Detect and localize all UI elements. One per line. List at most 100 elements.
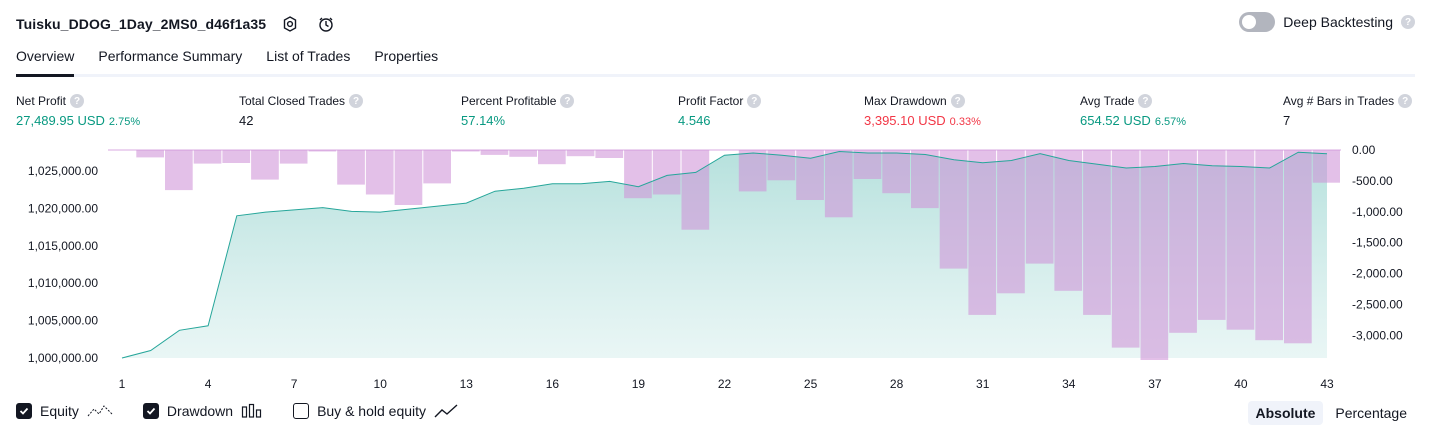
- drawdown-checkbox[interactable]: [142, 403, 159, 419]
- info-icon[interactable]: ?: [1138, 94, 1153, 108]
- metric-label: Max Drawdown: [864, 94, 947, 108]
- drawdown-bar: [824, 150, 853, 218]
- x-axis-tick-label: 43: [1320, 377, 1334, 391]
- drawdown-bar: [1111, 150, 1140, 348]
- x-axis-tick-label: 40: [1234, 377, 1248, 391]
- metric-percent: 6.57%: [1154, 116, 1187, 128]
- right-axis-tick-label: -2,500.00: [1352, 297, 1403, 311]
- metric-label: Total Closed Trades: [239, 94, 346, 108]
- x-axis-tick-label: 19: [632, 377, 646, 391]
- drawdown-bar: [1284, 150, 1312, 344]
- mode-percentage-button[interactable]: Percentage: [1335, 405, 1407, 421]
- toggle-knob: [1242, 15, 1257, 29]
- drawdown-bar: [1169, 150, 1197, 333]
- info-icon[interactable]: ?: [950, 94, 965, 108]
- tab-properties[interactable]: Properties: [374, 48, 439, 64]
- chart-legend: Equity Drawdown Buy & hold equity: [16, 403, 488, 419]
- drawdown-bar: [480, 150, 509, 155]
- x-axis-tick-label: 16: [546, 377, 560, 391]
- metric-value: 42: [239, 113, 254, 128]
- drawdown-bar: [451, 150, 480, 152]
- metric-value: 27,489.95 USD: [16, 113, 105, 128]
- metric-label: Avg # Bars in Trades: [1283, 94, 1395, 108]
- metric-profit-factor: Profit Factor? 4.546: [678, 92, 762, 128]
- drawdown-bar: [1312, 150, 1340, 183]
- drawdown-bar: [681, 150, 710, 230]
- metric-value: 654.52 USD: [1080, 113, 1151, 128]
- legend-equity[interactable]: Equity: [16, 403, 113, 419]
- drawdown-bar: [394, 150, 423, 205]
- drawdown-bar: [911, 150, 939, 209]
- drawdown-bar: [337, 150, 365, 185]
- drawdown-bar: [1226, 150, 1255, 330]
- right-axis-tick-label: -500.00: [1352, 174, 1393, 188]
- source-code-icon[interactable]: [314, 12, 338, 36]
- metric-avg-trade: Avg Trade? 654.52 USD 6.57%: [1080, 92, 1186, 128]
- drawdown-bar: [1255, 150, 1283, 341]
- drawdown-bars-icon: [241, 403, 262, 418]
- drawdown-bar: [423, 150, 451, 184]
- settings-gear-icon[interactable]: [278, 12, 302, 36]
- metric-max-drawdown: Max Drawdown? 3,395.10 USD 0.33%: [864, 92, 981, 128]
- metric-total-closed-trades: Total Closed Trades? 42: [239, 92, 364, 128]
- metric-value: 3,395.10 USD: [864, 113, 946, 128]
- metric-net-profit: Net Profit? 27,489.95 USD 2.75%: [16, 92, 140, 128]
- drawdown-bar: [566, 150, 595, 157]
- drawdown-bar: [193, 150, 222, 164]
- strategy-header: Tuisku_DDOG_1Day_2MS0_d46f1a35: [16, 10, 338, 38]
- x-axis-tick-label: 31: [976, 377, 990, 391]
- strategy-name: Tuisku_DDOG_1Day_2MS0_d46f1a35: [16, 16, 267, 32]
- drawdown-bar: [882, 150, 910, 194]
- tab-overview[interactable]: Overview: [16, 44, 75, 77]
- right-axis-tick-label: -2,000.00: [1352, 267, 1403, 281]
- drawdown-bar: [279, 150, 308, 164]
- drawdown-bar: [939, 150, 968, 269]
- metric-label: Net Profit: [16, 94, 67, 108]
- x-axis-tick-label: 28: [890, 377, 904, 391]
- tab-list-of-trades[interactable]: List of Trades: [266, 48, 351, 64]
- equity-area: [122, 151, 1327, 358]
- x-axis-tick-label: 10: [374, 377, 388, 391]
- drawdown-bar: [538, 150, 566, 165]
- equity-checkbox[interactable]: [16, 403, 32, 419]
- info-icon[interactable]: ?: [1398, 94, 1413, 108]
- metric-label: Profit Factor: [678, 94, 744, 108]
- drawdown-bar: [853, 150, 882, 179]
- drawdown-bar: [738, 150, 767, 192]
- buy-hold-checkbox[interactable]: [293, 403, 310, 419]
- info-icon[interactable]: ?: [747, 94, 762, 108]
- legend-drawdown[interactable]: Drawdown: [142, 403, 263, 419]
- drawdown-bar: [1054, 150, 1083, 291]
- info-icon[interactable]: ?: [560, 94, 575, 108]
- legend-equity-label: Equity: [40, 403, 79, 419]
- right-axis-tick-label: -1,500.00: [1352, 236, 1403, 250]
- deep-backtesting-toggle[interactable]: [1239, 12, 1276, 32]
- drawdown-bar: [1083, 150, 1111, 315]
- info-icon[interactable]: ?: [349, 94, 364, 108]
- mode-absolute-button[interactable]: Absolute: [1247, 401, 1324, 425]
- help-icon[interactable]: ?: [1401, 15, 1415, 29]
- right-axis-tick-label: -1,000.00: [1352, 205, 1403, 219]
- metric-percent: 0.33%: [949, 116, 981, 128]
- x-axis-tick-label: 1: [119, 377, 126, 391]
- metric-value: 7: [1283, 113, 1291, 128]
- tab-performance-summary[interactable]: Performance Summary: [98, 48, 243, 64]
- drawdown-bar: [136, 150, 164, 158]
- equity-drawdown-chart[interactable]: 1,000,000.00 1,005,000.00 1,010,000.00 1,01…: [0, 140, 1431, 395]
- left-axis-tick-label: 1,015,000.00: [28, 239, 98, 253]
- right-axis-tick-label: 0.00: [1352, 143, 1376, 157]
- metric-percent-profitable: Percent Profitable? 57.14%: [461, 92, 575, 128]
- drawdown-bar: [997, 150, 1025, 294]
- info-icon[interactable]: ?: [70, 94, 85, 108]
- right-axis-tick-label: -3,000.00: [1352, 328, 1403, 342]
- legend-buy-hold[interactable]: Buy & hold equity: [293, 403, 458, 419]
- left-axis-tick-label: 1,020,000.00: [28, 201, 98, 215]
- drawdown-bar: [595, 150, 624, 158]
- value-mode-switch: Absolute Percentage: [1247, 401, 1416, 425]
- x-axis-tick-label: 25: [804, 377, 818, 391]
- drawdown-bar: [222, 150, 251, 163]
- metric-label: Avg Trade: [1080, 94, 1135, 108]
- x-axis-tick-label: 22: [718, 377, 732, 391]
- deep-backtesting-control: Deep Backtesting ?: [1239, 12, 1415, 32]
- x-axis-tick-label: 37: [1148, 377, 1162, 391]
